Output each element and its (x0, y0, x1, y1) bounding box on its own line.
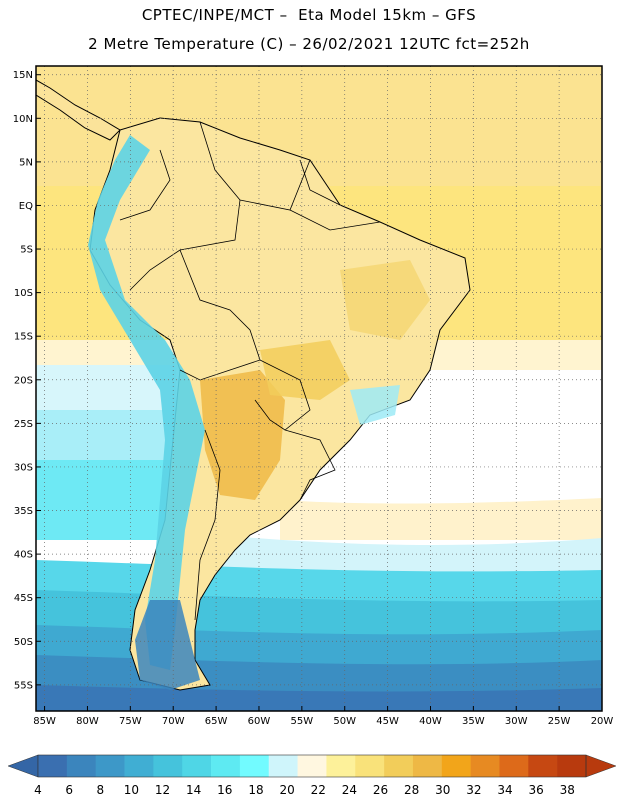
colorbar-outline (37, 754, 587, 778)
lon-tick-label: 35W (462, 716, 485, 727)
lat-tick-label: 10N (13, 114, 33, 125)
colorbar-label: 14 (186, 783, 201, 797)
colorbar-label: 26 (373, 783, 388, 797)
lat-tick-label: 55S (14, 680, 33, 691)
colorbar-label: 28 (404, 783, 419, 797)
warm-patch-ne-brazil (340, 260, 430, 340)
lat-tick-label: 10S (14, 288, 33, 299)
colorbar-label: 4 (34, 783, 42, 797)
colorbar-swatch (412, 755, 443, 777)
lat-tick-label: 30S (14, 462, 33, 473)
lon-tick-label: 80W (76, 716, 99, 727)
colorbar-swatch (470, 755, 500, 777)
lon-tick-label: 75W (119, 716, 142, 727)
lat-tick-label: 50S (14, 637, 33, 648)
central-america-land (36, 79, 121, 141)
colorbar-swatch (239, 755, 270, 777)
lat-tick-label: 15S (14, 332, 33, 343)
warm-patch-gran-chaco (200, 370, 285, 500)
colorbar: 4 6 8 10 12 14 16 18 20 22 24 26 28 30 32 34 36 38 (7, 754, 617, 797)
colorbar-swatch (528, 755, 558, 777)
lon-tick-label: 50W (333, 716, 356, 727)
lat-tick-label: EQ (19, 201, 33, 212)
temperature-field (36, 66, 602, 711)
latitude-labels: 15N 10N 5N EQ 5S 10S 15S 20S 25S 30S 35S 40S 45S 50S 5… (13, 70, 41, 691)
atlantic-band-20 (220, 535, 602, 580)
lat-tick-label: 15N (13, 70, 33, 81)
lon-tick-label: 40W (419, 716, 442, 727)
colorbar-label: 36 (529, 783, 544, 797)
lon-tick-label: 70W (162, 716, 185, 727)
lon-tick-label: 60W (248, 716, 271, 727)
colorbar-high-arrow (585, 754, 617, 778)
colorbar-label: 12 (155, 783, 170, 797)
colorbar-label: 8 (96, 783, 104, 797)
colorbar-swatch (124, 755, 154, 777)
colorbar-label: 38 (560, 783, 575, 797)
lon-tick-label: 65W (205, 716, 228, 727)
lon-tick-label: 45W (376, 716, 399, 727)
lat-tick-label: 20S (14, 375, 33, 386)
colorbar-swatch (297, 755, 327, 777)
lon-tick-label: 85W (33, 716, 56, 727)
lat-tick-label: 35S (14, 506, 33, 517)
colorbar-label: 20 (279, 783, 294, 797)
colorbar-swatch (66, 755, 96, 777)
colorbar-swatch (95, 755, 125, 777)
lon-tick-label: 20W (591, 716, 614, 727)
colorbar-label: 6 (65, 783, 73, 797)
colorbar-swatch (441, 755, 471, 777)
andes-cold-strip (88, 135, 205, 670)
country-borders (119, 121, 381, 621)
lat-tick-label: 5N (19, 157, 33, 168)
lat-tick-label: 25S (14, 419, 33, 430)
lon-tick-label: 25W (548, 716, 571, 727)
colorbar-swatch (557, 755, 587, 777)
south-band-6 (36, 685, 602, 711)
colorbar-swatch (211, 755, 241, 777)
colorbar-label: 32 (466, 783, 481, 797)
colorbar-label: 30 (435, 783, 450, 797)
warm-patch-central-brazil (260, 340, 350, 400)
colorbar-swatch (182, 755, 212, 777)
colorbar-label: 24 (342, 783, 357, 797)
atlantic-band-22 (280, 498, 602, 540)
colorbar-label: 22 (311, 783, 326, 797)
lat-tick-label: 40S (14, 550, 33, 561)
chart-subtitle: 2 Metre Temperature (C) – 26/02/2021 12U… (88, 35, 530, 53)
lat-tick-label: 5S (20, 245, 33, 256)
pacific-band-16 (36, 460, 175, 540)
colorbar-swatch (268, 755, 298, 777)
colorbar-swatch (355, 755, 385, 777)
colorbar-low-arrow (7, 754, 39, 778)
colorbar-label: 16 (217, 783, 232, 797)
map-frame (35, 65, 603, 712)
patagonia-cold (135, 600, 200, 690)
colorbar-swatch (38, 755, 68, 777)
colorbar-swatch (153, 755, 183, 777)
longitude-labels: 85W 80W 75W 70W 65W 60W 55W 50W 45W 40W 35W 30W 25W 2… (33, 706, 613, 727)
lon-tick-label: 55W (291, 716, 314, 727)
lat-tick-label: 45S (14, 593, 33, 604)
colorbar-swatch (384, 755, 414, 777)
lon-tick-label: 30W (505, 716, 528, 727)
chart-title: CPTEC/INPE/MCT – Eta Model 15km – GFS (141, 6, 477, 24)
colorbar-label: 10 (124, 783, 139, 797)
colorbar-swatch (499, 755, 529, 777)
colorbar-swatch (326, 755, 356, 777)
colorbar-label: 34 (497, 783, 512, 797)
colorbar-label: 18 (248, 783, 263, 797)
